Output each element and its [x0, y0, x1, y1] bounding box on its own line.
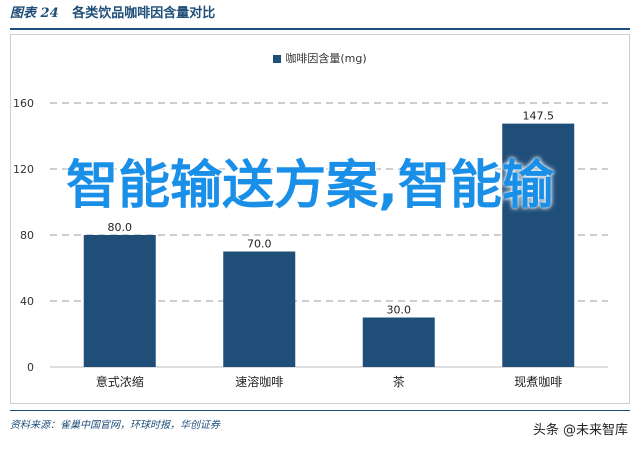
x-tick-label: 意式浓缩	[96, 374, 144, 389]
chart-legend: 咖啡因含量(mg)	[0, 50, 640, 66]
author-watermark: 头条 @未来智库	[532, 423, 628, 438]
bar	[362, 317, 435, 367]
figure-title: 各类饮品咖啡因含量对比	[72, 6, 216, 21]
source-note: 资料来源：雀巢中国官网，环球时报，华创证券	[10, 420, 220, 431]
footer-divider	[10, 410, 630, 411]
legend-label: 咖啡因含量(mg)	[285, 52, 367, 65]
y-tick-label: 120	[13, 163, 34, 176]
y-tick-label: 80	[20, 229, 34, 242]
y-tick-label: 0	[27, 361, 34, 374]
data-label: 30.0	[387, 304, 412, 317]
y-tick-label: 160	[13, 97, 34, 110]
figure-number: 图表 24	[10, 6, 59, 21]
data-label-bg	[380, 302, 417, 317]
data-label-bg	[101, 220, 138, 234]
data-label: 80.0	[108, 221, 133, 234]
bar	[83, 235, 156, 367]
header-divider	[10, 28, 630, 30]
data-label-bg	[241, 236, 278, 251]
bar	[502, 123, 575, 367]
x-tick-label: 速溶咖啡	[235, 374, 283, 389]
data-label-bg	[516, 108, 560, 123]
legend-swatch	[273, 55, 282, 63]
x-tick-label: 茶	[393, 374, 405, 389]
overlay-watermark-text: 智能输送方案,智能输	[66, 156, 554, 216]
chart-frame	[10, 34, 630, 404]
bar	[223, 251, 296, 367]
data-label: 70.0	[247, 238, 272, 251]
y-tick-label: 40	[20, 295, 34, 308]
x-tick-label: 现煮咖啡	[514, 374, 562, 389]
data-label: 147.5	[523, 110, 555, 123]
figure-header: 图表 24 各类饮品咖啡因含量对比	[10, 2, 630, 26]
